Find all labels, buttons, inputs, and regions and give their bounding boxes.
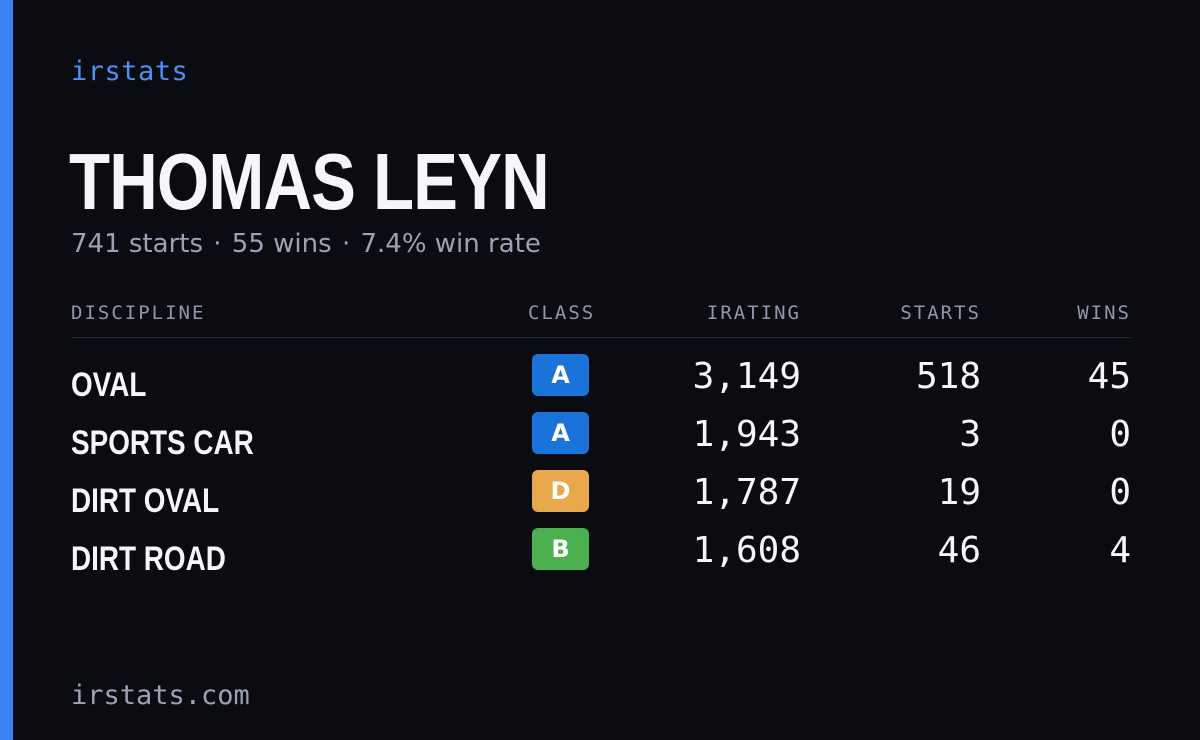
row-wins: 45 xyxy=(1087,356,1131,397)
row-irating: 1,608 xyxy=(692,530,801,571)
table-row-oval: OVAL A 3,149 518 45 xyxy=(71,354,1131,412)
row-discipline: SPORTS CAR xyxy=(71,424,254,462)
table-row-sports-car: SPORTS CAR A 1,943 3 0 xyxy=(71,412,1131,470)
row-starts: 3 xyxy=(959,414,981,455)
row-discipline: OVAL xyxy=(71,366,147,404)
row-irating: 3,149 xyxy=(692,356,801,397)
class-badge: D xyxy=(532,470,589,512)
brand-logo[interactable]: irstats xyxy=(71,56,189,87)
player-summary: 741 starts · 55 wins · 7.4% win rate xyxy=(71,229,541,259)
header-starts: STARTS xyxy=(900,302,981,324)
stats-table-header: DISCIPLINE CLASS IRATING STARTS WINS xyxy=(71,300,1131,338)
class-badge: A xyxy=(532,354,589,396)
row-wins: 0 xyxy=(1109,472,1131,513)
footer-url[interactable]: irstats.com xyxy=(71,680,250,711)
row-irating: 1,943 xyxy=(692,414,801,455)
header-irating: IRATING xyxy=(706,302,801,324)
summary-starts: 741 starts xyxy=(71,229,203,259)
summary-separator: · xyxy=(341,229,351,259)
table-row-dirt-oval: DIRT OVAL D 1,787 19 0 xyxy=(71,470,1131,528)
header-class: CLASS xyxy=(528,302,596,324)
player-name: THOMAS LEYN xyxy=(69,137,550,226)
row-starts: 19 xyxy=(937,472,981,513)
header-wins: WINS xyxy=(1077,302,1131,324)
class-badge: A xyxy=(532,412,589,454)
row-starts: 46 xyxy=(937,530,981,571)
row-discipline: DIRT OVAL xyxy=(71,482,220,520)
row-wins: 0 xyxy=(1109,414,1131,455)
summary-wins: 55 wins xyxy=(231,229,332,259)
class-badge: B xyxy=(532,528,589,570)
accent-bar xyxy=(0,0,13,740)
row-wins: 4 xyxy=(1109,530,1131,571)
row-discipline: DIRT ROAD xyxy=(71,540,226,578)
header-discipline: DISCIPLINE xyxy=(71,302,206,324)
row-starts: 518 xyxy=(915,356,981,397)
summary-win-rate: 7.4% win rate xyxy=(360,229,541,259)
summary-separator: · xyxy=(213,229,222,259)
row-irating: 1,787 xyxy=(692,472,801,513)
table-row-dirt-road: DIRT ROAD B 1,608 46 4 xyxy=(71,528,1131,586)
